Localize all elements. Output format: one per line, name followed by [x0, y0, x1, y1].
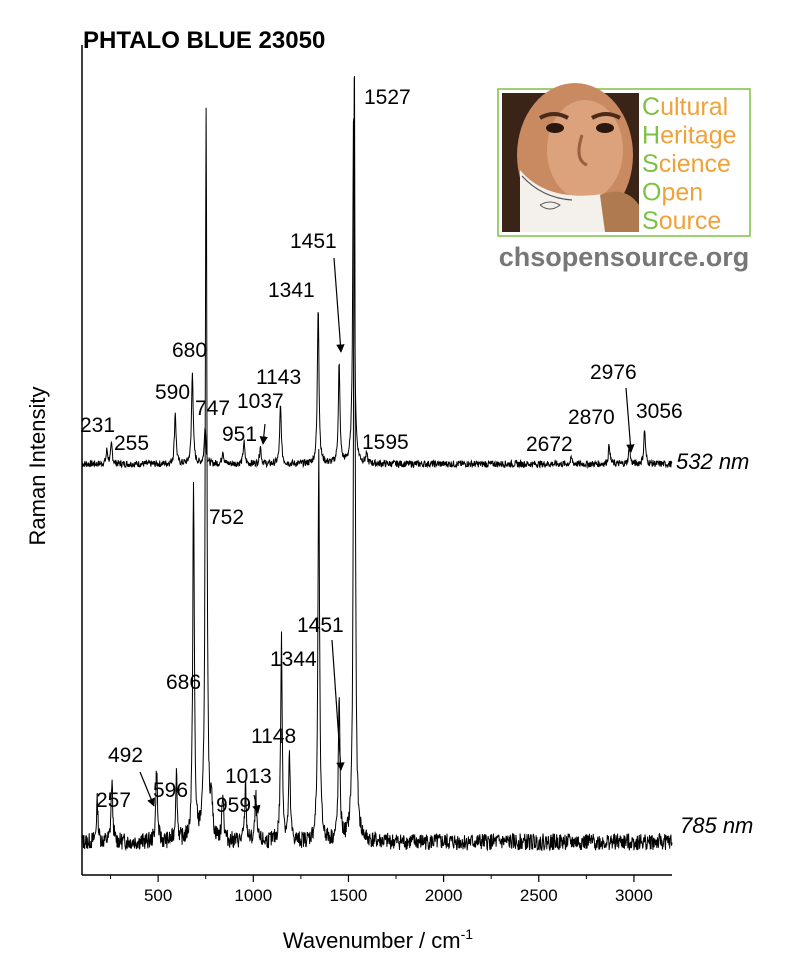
logo-word-0: Cultural	[642, 93, 728, 121]
arrow-532-1451	[333, 257, 345, 353]
x-tick-label-2500: 2500	[520, 886, 558, 905]
peak-label-785-959: 959	[216, 794, 251, 817]
peak-label-532-2976: 2976	[590, 361, 637, 384]
arrow-785-492	[139, 771, 156, 807]
peak-label-532-3056: 3056	[636, 400, 683, 423]
logo-word-4: Source	[642, 207, 721, 235]
peak-label-532-1527: 1527	[364, 86, 411, 109]
peak-label-532-1451: 1451	[290, 230, 337, 253]
peak-label-785-257: 257	[96, 789, 131, 812]
peak-label-532-951: 951	[222, 423, 257, 446]
peak-label-532-590: 590	[155, 381, 190, 404]
peak-label-532-1595: 1595	[362, 431, 409, 454]
peak-label-785-1451: 1451	[297, 614, 344, 637]
peak-label-785-596: 596	[153, 779, 188, 802]
x-tick-label-2000: 2000	[425, 886, 463, 905]
peak-label-785-1344: 1344	[270, 648, 317, 671]
peak-label-532-1037: 1037	[237, 390, 284, 413]
peak-label-532-680: 680	[172, 339, 207, 362]
logo-word-1: Heritage	[642, 122, 737, 150]
arrow-532-1037	[259, 423, 268, 445]
peak-label-785-686: 686	[166, 671, 201, 694]
peak-label-532-1341: 1341	[268, 279, 315, 302]
logo-url: chsopensource.org	[499, 242, 750, 272]
trace-label-532nm: 532 nm	[676, 449, 749, 474]
x-tick-label-1000: 1000	[234, 886, 272, 905]
peak-label-532-255: 255	[114, 432, 149, 455]
peak-label-785-492: 492	[108, 744, 143, 767]
logo-word-3: Open	[642, 179, 703, 207]
x-tick-label-500: 500	[144, 886, 172, 905]
peak-label-785-1148: 1148	[251, 725, 296, 748]
trace-label-785nm: 785 nm	[680, 813, 753, 838]
peak-label-532-231: 231	[80, 414, 115, 437]
logo-word-2: Science	[642, 150, 731, 178]
peak-label-785-1013: 1013	[225, 765, 272, 788]
arrow-532-2976	[625, 387, 635, 453]
arrow-785-1013	[252, 794, 261, 814]
x-axis-title-text: Wavenumber / cm	[283, 928, 461, 953]
peak-label-532-2672: 2672	[526, 433, 573, 456]
x-axis-title-superscript: -1	[461, 926, 474, 942]
x-tick-label-1500: 1500	[330, 886, 368, 905]
chart-title: PHTALO BLUE 23050	[83, 27, 325, 54]
x-tick-label-3000: 3000	[615, 886, 653, 905]
peak-label-532-1143: 1143	[256, 366, 301, 389]
y-axis-title: Raman Intensity	[25, 387, 50, 546]
series-line-0	[81, 118, 673, 470]
peak-label-532-2870: 2870	[568, 406, 615, 429]
series-line-1	[81, 76, 673, 852]
peak-label-785-752: 752	[209, 506, 244, 529]
peak-label-532-747: 747	[195, 397, 230, 420]
arrow-785-1451	[331, 639, 345, 771]
x-axis-title: Wavenumber / cm-1	[283, 926, 473, 953]
logo-portrait	[502, 83, 639, 232]
